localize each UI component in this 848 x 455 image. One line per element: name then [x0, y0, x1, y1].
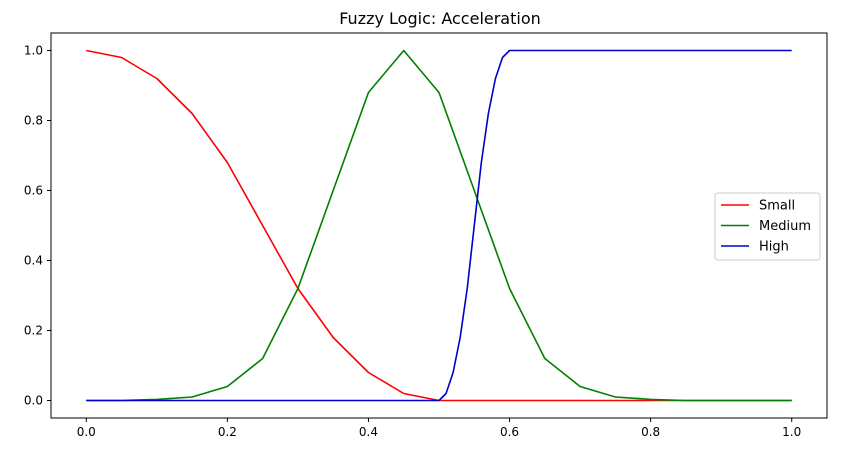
plot-frame — [50, 32, 828, 419]
x-tick-label: 0.0 — [77, 425, 96, 439]
series-line-medium — [86, 49, 792, 402]
y-tick-label: 0.4 — [24, 254, 43, 268]
x-tick-label: 0.8 — [641, 425, 660, 439]
plot-lines — [86, 49, 792, 402]
legend-label-medium: Medium — [759, 219, 811, 234]
y-axis: 0.0 0.2 0.4 0.6 0.8 1.0 — [24, 44, 51, 408]
y-tick-label: 0.2 — [24, 324, 43, 338]
legend-box — [714, 192, 821, 261]
x-tick-label: 1.0 — [782, 425, 801, 439]
series-line-high — [86, 49, 792, 402]
y-tick-label: 0.0 — [24, 394, 43, 408]
legend-label-high: High — [759, 240, 789, 255]
x-tick-label: 0.6 — [500, 425, 519, 439]
legend: Small Medium High — [714, 192, 821, 261]
series-line-small — [86, 49, 792, 402]
legend-label-small: Small — [759, 199, 795, 214]
y-tick-label: 0.8 — [24, 114, 43, 128]
x-tick-label: 0.2 — [218, 425, 237, 439]
x-tick-label: 0.4 — [359, 425, 378, 439]
x-axis: 0.0 0.2 0.4 0.6 0.8 1.0 — [77, 418, 801, 439]
chart-title: Fuzzy Logic: Acceleration — [339, 9, 541, 28]
y-tick-label: 1.0 — [24, 44, 43, 58]
y-tick-label: 0.6 — [24, 184, 43, 198]
